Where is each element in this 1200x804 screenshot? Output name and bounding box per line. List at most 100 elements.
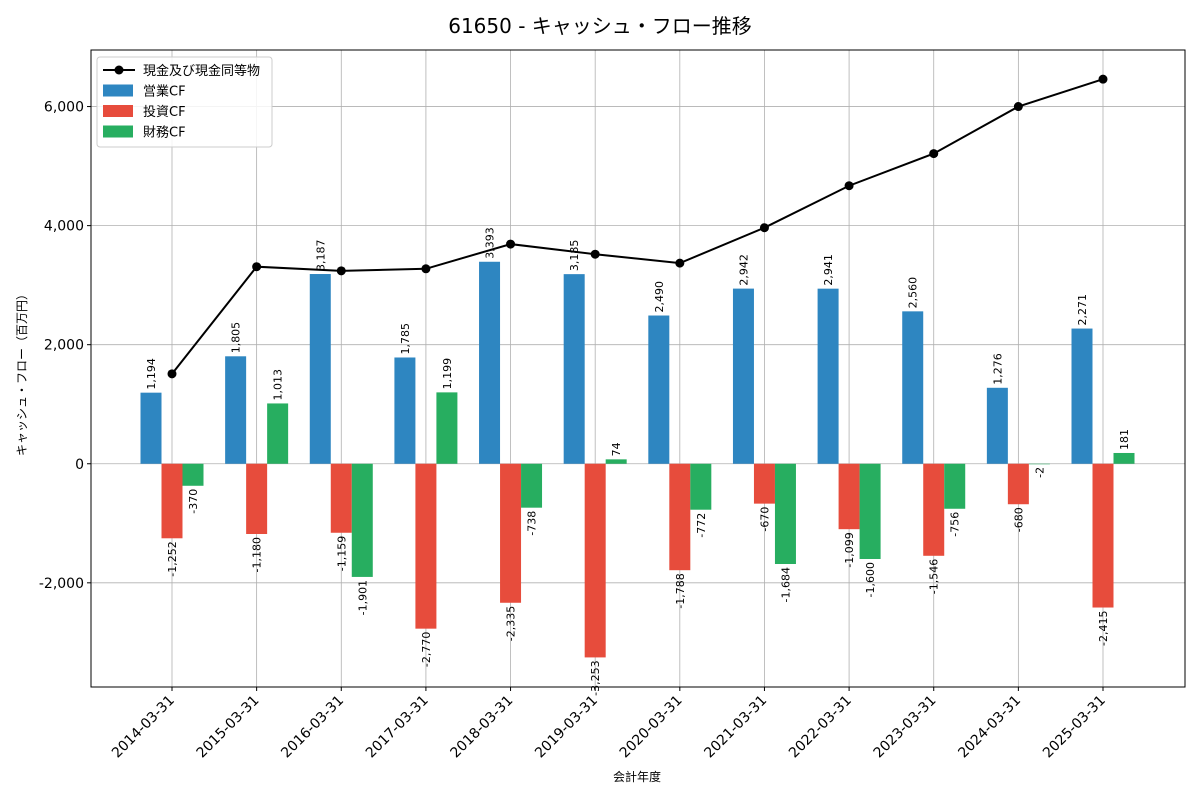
bar-投資CF-2021-03-31 xyxy=(753,463,775,504)
legend-label: 営業CF xyxy=(143,84,186,100)
bar-財務CF-2019-03-31 xyxy=(605,459,627,464)
data-label: 74 xyxy=(610,442,623,456)
cash-point-2019-03-31 xyxy=(590,249,600,259)
bar-財務CF-2018-03-31 xyxy=(521,463,543,508)
bar-営業CF-2019-03-31 xyxy=(563,274,585,464)
y-tick-label: 4,000 xyxy=(44,219,84,235)
bar-投資CF-2018-03-31 xyxy=(500,463,522,603)
legend-box xyxy=(96,56,273,148)
data-label: -670 xyxy=(758,507,771,532)
bar-投資CF-2023-03-31 xyxy=(923,463,945,556)
bar-営業CF-2017-03-31 xyxy=(394,357,416,464)
bar-財務CF-2017-03-31 xyxy=(436,392,458,464)
data-label: 1,194 xyxy=(145,358,158,390)
grid-layer xyxy=(91,50,1185,687)
data-label: -370 xyxy=(187,489,200,514)
bar-投資CF-2024-03-31 xyxy=(1007,463,1029,505)
data-label: 1,276 xyxy=(991,353,1004,385)
x-tick-label: 2016-03-31 xyxy=(278,693,347,762)
bar-営業CF-2023-03-31 xyxy=(902,311,924,464)
y-tick-label: 6,000 xyxy=(44,100,84,116)
data-label: -2,770 xyxy=(420,632,433,667)
y-axis-label: キャッシュ・フロー（百万円） xyxy=(15,288,29,456)
bar-投資CF-2020-03-31 xyxy=(669,463,691,571)
bar-財務CF-2016-03-31 xyxy=(351,463,373,577)
cash-point-2021-03-31 xyxy=(759,223,769,233)
data-label: -1,099 xyxy=(843,532,856,567)
legend-swatch xyxy=(103,125,133,138)
cash-point-2015-03-31 xyxy=(252,262,262,272)
bar-営業CF-2016-03-31 xyxy=(309,274,331,464)
cash-point-2024-03-31 xyxy=(1013,102,1023,112)
axes-layer: -2,000 0 2,000 4,000 6,000 2014-03-31 2015-03-… xyxy=(39,49,1186,762)
bar-営業CF-2015-03-31 xyxy=(225,356,247,464)
bar-投資CF-2025-03-31 xyxy=(1092,463,1114,608)
cash-point-2023-03-31 xyxy=(929,149,939,159)
data-label: 2,941 xyxy=(822,254,835,286)
legend-label: 財務CF xyxy=(143,126,186,141)
x-tick-label: 2023-03-31 xyxy=(871,693,940,762)
x-tick-label: 2022-03-31 xyxy=(786,693,855,762)
data-label: -1,546 xyxy=(928,559,941,594)
data-label: 3,185 xyxy=(568,240,581,272)
line-layer xyxy=(167,74,1108,379)
bar-営業CF-2025-03-31 xyxy=(1071,328,1093,464)
data-label: 3,393 xyxy=(484,227,497,258)
data-label: 1,805 xyxy=(230,322,243,353)
bar-投資CF-2016-03-31 xyxy=(330,463,352,533)
data-label: 2,490 xyxy=(653,281,666,313)
cash-point-2020-03-31 xyxy=(675,258,685,268)
bar-投資CF-2019-03-31 xyxy=(584,463,606,658)
data-label: -2 xyxy=(1033,467,1046,478)
data-label: -2,335 xyxy=(505,606,518,641)
data-label: -1,901 xyxy=(356,580,369,615)
data-label: -1,684 xyxy=(779,567,792,602)
x-tick-label: 2021-03-31 xyxy=(701,693,770,762)
data-label: 1,199 xyxy=(441,358,454,390)
data-label: 2,271 xyxy=(1076,294,1089,326)
cash-line xyxy=(171,78,1104,375)
x-axis-label: 会計年度 xyxy=(613,769,661,784)
x-tick-label: 2018-03-31 xyxy=(448,693,517,762)
x-tick-label: 2017-03-31 xyxy=(363,693,432,762)
data-label: -1,600 xyxy=(864,562,877,597)
data-label: -738 xyxy=(526,511,539,536)
bar-財務CF-2020-03-31 xyxy=(690,463,712,510)
data-label: 1,785 xyxy=(399,323,412,355)
bar-営業CF-2022-03-31 xyxy=(817,288,839,464)
x-tick-label: 2020-03-31 xyxy=(617,693,686,762)
bar-投資CF-2022-03-31 xyxy=(838,463,860,530)
data-label: 181 xyxy=(1118,429,1131,450)
y-tick-label: -2,000 xyxy=(39,576,84,592)
y-tick-label: 2,000 xyxy=(44,338,84,354)
bar-営業CF-2020-03-31 xyxy=(648,315,670,464)
x-tick-label: 2025-03-31 xyxy=(1040,693,1109,762)
cash-point-2016-03-31 xyxy=(336,266,346,276)
cash-point-2017-03-31 xyxy=(421,264,431,274)
bar-投資CF-2017-03-31 xyxy=(415,463,437,629)
bar-投資CF-2014-03-31 xyxy=(161,463,183,539)
data-label: -1,788 xyxy=(674,573,687,608)
x-tick-label: 2019-03-31 xyxy=(532,693,601,762)
data-label: -2,415 xyxy=(1097,611,1110,646)
bar-財務CF-2022-03-31 xyxy=(859,463,881,560)
bar-営業CF-2014-03-31 xyxy=(140,392,162,464)
cash-point-2025-03-31 xyxy=(1098,74,1108,84)
data-label: 1,013 xyxy=(272,369,285,401)
bar-財務CF-2014-03-31 xyxy=(182,463,204,486)
legend-swatch xyxy=(103,105,133,117)
data-label: -1,180 xyxy=(251,537,264,572)
data-label: 3,187 xyxy=(314,240,327,272)
x-tick-label: 2014-03-31 xyxy=(109,693,178,762)
legend-swatch xyxy=(103,84,133,97)
cash-point-2014-03-31 xyxy=(167,369,177,379)
data-label: 2,560 xyxy=(907,277,920,309)
bar-投資CF-2015-03-31 xyxy=(246,463,268,535)
cash-point-2022-03-31 xyxy=(844,181,854,191)
bar-財務CF-2023-03-31 xyxy=(944,463,966,509)
bar-営業CF-2021-03-31 xyxy=(732,288,754,464)
data-labels-layer: 1,194 1,805 3,187 1,785 3,393 3,185 2,490 2,942… xyxy=(145,227,1131,696)
